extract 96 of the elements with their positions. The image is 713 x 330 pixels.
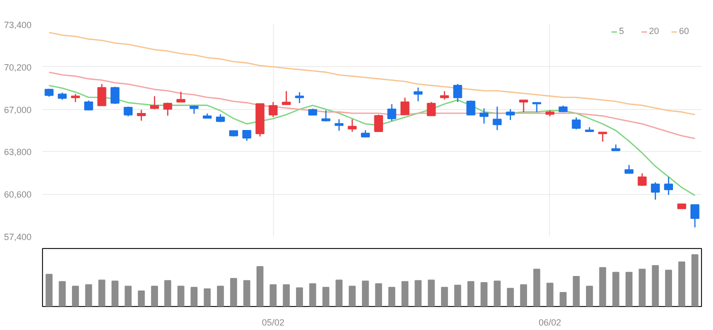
- bar: [230, 278, 238, 306]
- y-tick-label: 70,200: [4, 62, 32, 72]
- bar: [506, 288, 514, 306]
- bar: [520, 284, 528, 306]
- bar: [256, 266, 264, 306]
- bar: [296, 287, 303, 306]
- bar: [58, 281, 66, 306]
- legend-label: 20: [649, 26, 660, 36]
- y-tick-label: 73,400: [4, 20, 32, 30]
- bar: [309, 283, 316, 306]
- bar: [282, 284, 290, 306]
- candlestick: [638, 172, 647, 186]
- bar: [414, 280, 422, 306]
- candlestick: [124, 106, 133, 117]
- bar: [480, 282, 488, 306]
- y-tick-label: 63,800: [4, 147, 32, 158]
- candlestick: [282, 90, 291, 106]
- x-tick-label: 05/02: [262, 318, 284, 328]
- bar: [322, 286, 330, 306]
- candlestick: [136, 109, 146, 122]
- bar: [362, 280, 369, 306]
- bar: [164, 280, 172, 306]
- bar: [204, 288, 211, 306]
- bar: [112, 280, 118, 306]
- bar: [72, 286, 79, 306]
- bar: [216, 286, 224, 306]
- bar: [177, 286, 184, 306]
- candlestick: [664, 176, 674, 196]
- line-series: [48, 72, 696, 140]
- bar: [560, 292, 567, 306]
- candlestick: [690, 204, 700, 228]
- bar: [454, 284, 462, 306]
- bar: [626, 272, 632, 306]
- bar: [270, 284, 277, 306]
- candlestick: [374, 114, 384, 132]
- legend-label: 5: [619, 26, 626, 36]
- bar: [124, 286, 132, 306]
- candlestick: [242, 130, 252, 142]
- bar: [678, 261, 686, 306]
- y-tick-label: 60,600: [4, 190, 32, 200]
- candlestick: [532, 102, 542, 113]
- candlestick: [295, 92, 304, 104]
- candlestick: [150, 96, 159, 110]
- bar: [691, 254, 698, 306]
- bar: [665, 270, 672, 306]
- candlestick: [650, 182, 660, 200]
- y-tick-label: 57,400: [4, 232, 32, 242]
- candlestick: [110, 86, 120, 105]
- candlestick: [466, 100, 476, 116]
- candlestick: [572, 116, 581, 130]
- bar: [428, 280, 435, 306]
- legend-label: 60: [679, 26, 690, 36]
- bar: [441, 286, 448, 306]
- candlestick: [268, 101, 278, 118]
- bar: [599, 267, 606, 306]
- bar: [46, 274, 53, 306]
- bar: [388, 286, 396, 306]
- bar: [533, 268, 540, 306]
- candlestick: [519, 100, 528, 113]
- bar: [98, 280, 106, 306]
- bar: [586, 286, 593, 306]
- candlestick: [400, 97, 410, 116]
- bar: [85, 284, 92, 306]
- line-series: [48, 84, 696, 196]
- y-tick-label: 67,000: [4, 104, 32, 115]
- bar: [151, 286, 158, 306]
- bar: [638, 268, 646, 306]
- candlestick: [321, 110, 330, 122]
- bar: [494, 280, 501, 306]
- bar: [612, 272, 620, 306]
- x-tick-label: 06/02: [538, 318, 562, 328]
- candlestick: [426, 101, 436, 117]
- candlestick: [598, 132, 608, 142]
- bar: [572, 276, 580, 306]
- bar: [138, 290, 145, 306]
- bar: [243, 280, 250, 306]
- bar: [190, 286, 198, 306]
- candlestick: [176, 91, 186, 103]
- bar: [467, 281, 474, 306]
- candlestick: [348, 118, 357, 132]
- candlestick: [97, 83, 106, 106]
- candlestick: [334, 118, 344, 132]
- bar: [348, 286, 356, 306]
- bar: [336, 280, 343, 306]
- candlestick: [453, 83, 462, 103]
- candlestick: [387, 104, 396, 122]
- candlestick: [492, 106, 502, 131]
- bar: [401, 281, 408, 306]
- bar: [652, 265, 659, 306]
- candlestick: [480, 108, 488, 124]
- candlestick: [506, 108, 515, 121]
- candlestick: [163, 102, 172, 116]
- bar: [375, 283, 382, 306]
- bar: [546, 282, 554, 306]
- candlestick: [84, 100, 94, 111]
- candlestick: [414, 86, 423, 102]
